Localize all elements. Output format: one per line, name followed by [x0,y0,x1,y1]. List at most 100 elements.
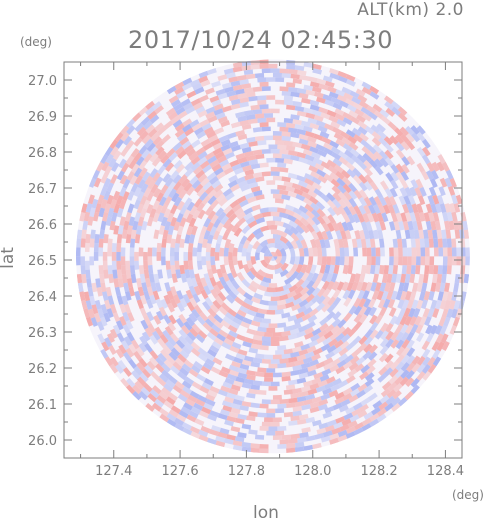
radar-cell [79,211,86,222]
radar-cell [274,286,285,293]
radar-cell [345,161,356,172]
radar-cell [85,300,93,310]
radar-cell [196,187,206,198]
radar-cell [144,175,154,186]
radar-cell [281,153,291,160]
radar-cell [158,225,166,235]
radar-cell [351,238,358,248]
radar-cell [300,279,310,289]
radar-cell [140,386,151,397]
radar-cell [303,444,314,451]
radar-cell [325,272,334,283]
radar-cell [217,413,228,421]
radar-cell [305,320,316,330]
radar-cell [239,160,250,168]
radar-cell [379,220,387,231]
radar-cell [386,389,397,399]
radar-cell [385,338,395,349]
radar-cell [316,295,326,305]
radar-cell [416,147,426,157]
radar-cell [344,256,350,266]
radar-cell [367,111,378,121]
radar-cell [263,417,273,423]
radar-cell [183,144,194,154]
radar-cell [184,269,191,279]
radar-cell [358,403,369,413]
radar-cell [206,281,215,291]
radar-cell [292,119,302,126]
radar-cell [331,221,340,232]
radar-cell [84,260,90,270]
radar-cell [140,319,149,330]
radar-cell [331,427,342,435]
radar-cell [400,323,409,334]
radar-cell [209,385,220,394]
radar-cell [309,99,320,107]
radar-cell [133,152,143,162]
radar-cell [139,195,148,206]
radar-cell [214,127,225,135]
radar-cell [385,172,394,183]
radar-cell [112,150,122,161]
radar-cell [196,260,203,270]
radar-cell [306,286,316,296]
radar-cell [145,277,152,288]
radar-cell [297,305,307,314]
radar-cell [338,100,349,109]
radar-cell [405,125,415,136]
radar-cell [301,427,311,434]
radar-cell [203,230,211,240]
radar-cell [241,446,252,453]
radar-cell [339,256,345,266]
radar-cell [233,167,244,175]
radar-cell [239,119,250,127]
radar-cell [272,72,282,78]
radar-cell [453,220,460,231]
radar-cell [406,354,416,365]
radar-cell [304,300,314,310]
radar-cell [207,268,214,279]
radar-cell [295,278,305,288]
radar-cell [133,167,143,178]
radar-cell [89,238,95,248]
radar-cell [181,380,192,389]
radar-cell [337,70,348,79]
radar-cell [358,335,368,346]
radar-cell [290,154,300,162]
radar-cell [206,172,217,181]
radar-cell [220,120,231,128]
radar-cell [138,265,145,275]
radar-cell [284,276,294,285]
radar-cell [391,402,401,413]
radar-cell [105,286,112,297]
radar-cell [424,265,430,275]
radar-cell [442,265,448,275]
radar-cell [183,359,194,369]
radar-cell [235,417,245,425]
radar-cell [272,131,282,136]
radar-cell [308,165,319,173]
radar-cell [344,149,354,159]
radar-cell [226,373,237,381]
radar-cell [347,213,356,224]
radar-cell [404,315,413,326]
radar-cell [409,212,417,222]
radar-cell [350,388,360,397]
radar-cell [342,392,353,401]
radar-cell [147,179,156,190]
radar-cell [326,109,337,118]
radar-cell [113,203,121,214]
radar-cell [446,211,453,222]
radar-cell [341,326,352,337]
radar-cell [295,239,304,249]
radar-cell [277,122,287,128]
radar-cell [357,342,368,353]
radar-cell [285,270,295,279]
radar-cell [184,376,195,386]
radar-cell [246,114,256,121]
radar-cell [209,175,219,185]
radar-cell [147,110,158,120]
radar-cell [81,229,87,239]
radar-cell [369,238,376,248]
radar-cell [248,95,258,102]
